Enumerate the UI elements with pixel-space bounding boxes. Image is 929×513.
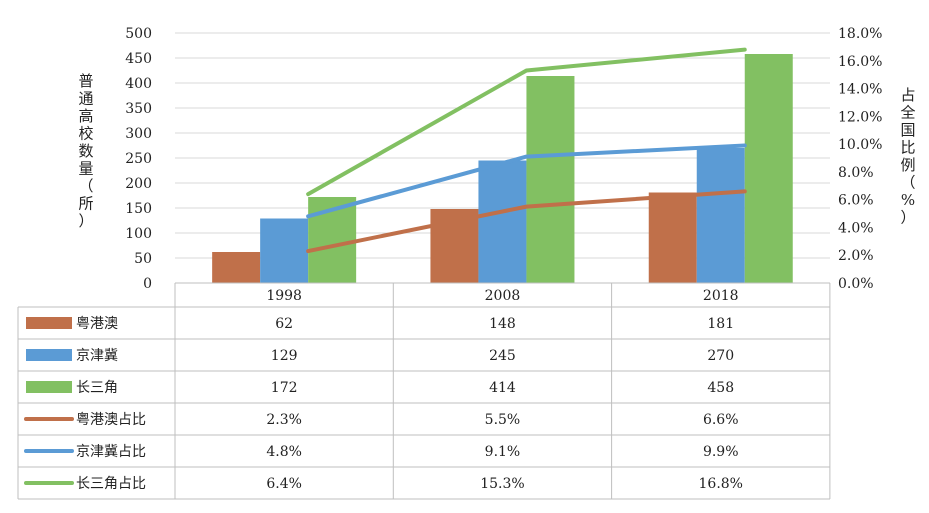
y2-tick-label: 10.0% [838,137,882,153]
data-label: 9.9% [703,444,739,460]
data-label: 62 [275,316,293,332]
y2-axis-label: 占全国比例（%） [900,86,915,227]
data-label: 5.5% [485,412,521,428]
legend-label: 粤港澳占比 [76,412,146,428]
axes-layer: 0 50 100 150 200 250 300 350 400 450 500 0.0% 2.0% 4.… [125,26,882,292]
y-tick-label: 100 [125,226,152,242]
data-label: 148 [489,316,516,332]
data-label: 129 [271,348,298,364]
data-label: 2.3% [266,412,302,428]
data-label: 6.4% [266,476,302,492]
data-label: 172 [271,380,298,396]
legend-label: 京津冀占比 [76,444,146,460]
bar-长三角-2008 [526,76,575,283]
y2-tick-label: 14.0% [838,82,882,98]
line-长三角占比 [306,47,747,197]
x-tick-label: 2018 [703,288,739,304]
data-label: 4.8% [266,444,302,460]
lines-layer [306,47,747,254]
legend-swatch [26,381,72,393]
y2-tick-label: 4.0% [838,220,874,236]
line-粤港澳占比 [306,189,747,254]
y-tick-label: 0 [143,276,152,292]
data-label: 15.3% [480,476,524,492]
bars-layer [212,54,793,283]
y-tick-label: 300 [125,126,152,142]
y-tick-label: 200 [125,176,152,192]
y2-tick-label: 18.0% [838,26,882,42]
legend-swatch [26,317,72,329]
bar-长三角-2018 [744,54,793,283]
y2-tick-label: 12.0% [838,109,882,125]
bar-京津冀-2018 [696,148,745,283]
y-tick-label: 150 [125,201,152,217]
data-label: 458 [707,380,734,396]
y-tick-label: 400 [125,76,152,92]
bar-粤港澳-2018 [648,192,697,283]
x-tick-label: 2008 [485,288,521,304]
data-label: 181 [707,316,734,332]
line-京津冀占比 [306,143,747,219]
y-axis-label: 普通高校数量（所） [78,72,93,230]
y2-tick-label: 6.0% [838,193,874,209]
y-tick-label: 450 [125,51,152,67]
y-tick-label: 350 [125,101,152,117]
y2-tick-label: 8.0% [838,165,874,181]
legend-label: 京津冀 [76,348,118,364]
legend-label: 长三角 [76,380,118,396]
y2-tick-label: 2.0% [838,248,874,264]
data-label: 16.8% [699,476,743,492]
y2-tick-label: 16.0% [838,54,882,70]
y-tick-label: 250 [125,151,152,167]
data-table: 1998 2008 2018 粤港澳 62 148 181 京津冀 129 245 270 长三角 17… [17,283,831,500]
data-label: 6.6% [703,412,739,428]
y-tick-label: 500 [125,26,152,42]
data-label: 9.1% [485,444,521,460]
data-label: 414 [489,380,516,396]
bar-粤港澳-1998 [212,252,261,283]
legend-swatch [26,349,72,361]
data-label: 245 [489,348,516,364]
y-tick-label: 50 [134,251,152,267]
legend-label: 粤港澳 [76,316,118,332]
x-tick-label: 1998 [266,288,302,304]
bar-京津冀-2008 [478,160,527,283]
data-label: 270 [707,348,734,364]
bar-京津冀-1998 [260,218,309,283]
y2-tick-label: 0.0% [838,276,874,292]
legend-label: 长三角占比 [76,476,146,492]
